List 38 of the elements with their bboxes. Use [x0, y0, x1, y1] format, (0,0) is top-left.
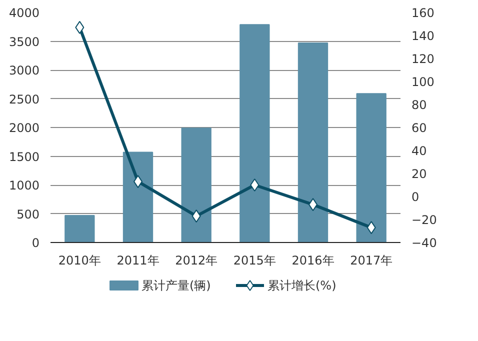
- y-tick-label: 0: [32, 236, 40, 250]
- bar: [64, 214, 95, 242]
- y-tick-label: 1000: [8, 178, 40, 192]
- y2-tick-label: 20: [412, 167, 427, 181]
- point: [366, 221, 376, 234]
- y-tick-label: 3500: [8, 34, 40, 49]
- bar: [240, 24, 270, 242]
- x-tick-label: 2010年: [58, 254, 101, 268]
- y2-tick-label: 0: [412, 190, 420, 204]
- y-tick-label: 2000: [8, 121, 40, 135]
- y-tick-label: 500: [16, 207, 40, 222]
- point: [75, 20, 84, 34]
- y2-tick-label: 100: [412, 75, 434, 89]
- y2-tick-label: −40: [412, 236, 437, 250]
- x-tick-label: 2012年: [175, 254, 218, 268]
- bar: [122, 152, 154, 242]
- x-tick-label: 2017年: [350, 254, 393, 268]
- point: [192, 210, 201, 223]
- point: [250, 178, 260, 192]
- bar: [356, 93, 386, 242]
- x-tick-label: 2011年: [116, 254, 160, 268]
- y2-tick-label: 80: [412, 98, 427, 112]
- y2-tick-label: 120: [412, 52, 434, 66]
- x-tick-label: 2015年: [233, 254, 276, 268]
- bar: [181, 128, 212, 242]
- y-tick-label: 4000: [8, 6, 40, 20]
- y-tick-label: 2500: [8, 92, 40, 106]
- x-tick-label: 2016年: [292, 254, 334, 268]
- bar: [298, 42, 328, 242]
- y-tick-label: 3000: [8, 64, 40, 78]
- legend-label: 累计增长(%): [268, 278, 336, 292]
- y2-tick-label: 60: [412, 121, 427, 135]
- y2-tick-label: 160: [412, 6, 434, 20]
- y2-tick-label: −20: [412, 213, 437, 227]
- y-tick-label: 1500: [8, 150, 40, 164]
- y2-tick-label: 140: [412, 29, 434, 43]
- legend-label: 累计产量(辆): [142, 278, 211, 292]
- y2-tick-label: 40: [412, 144, 427, 158]
